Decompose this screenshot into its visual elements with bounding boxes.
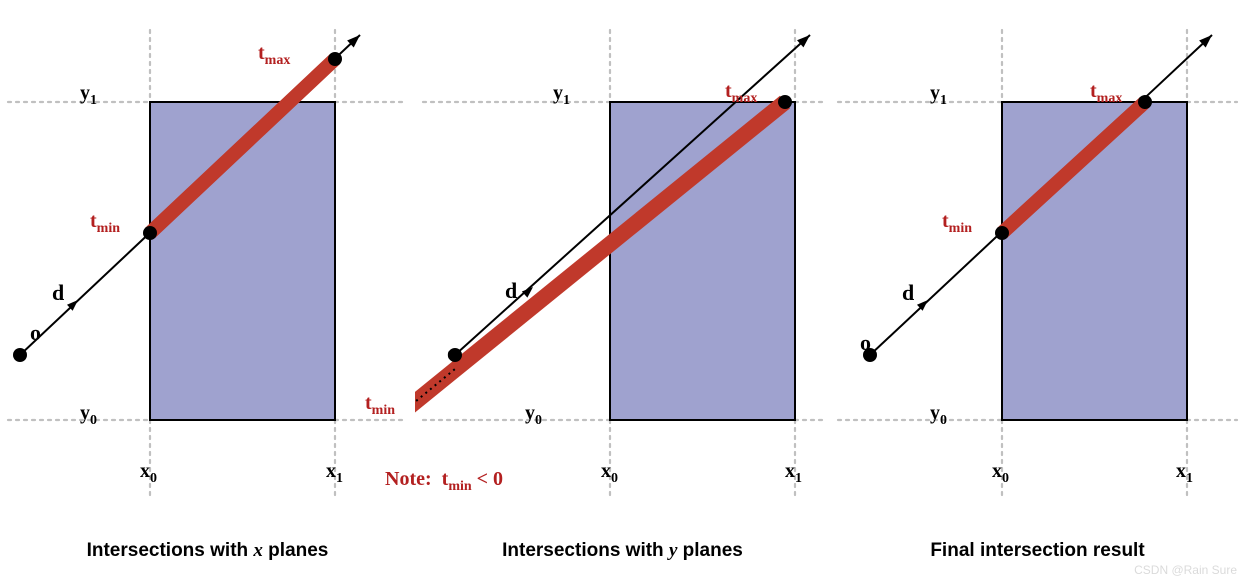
axis-label: y1: [80, 82, 97, 109]
note-text: Note: tmin < 0: [385, 468, 503, 495]
t-label: tmin: [942, 210, 972, 237]
panel-caption: Intersections with x planes: [0, 540, 415, 562]
origin-direction-label: d: [505, 278, 517, 304]
panel-final: y1 y0 x0 x1 tmin tmax o d Final intersection res…: [830, 0, 1245, 579]
origin-direction-label: o: [30, 320, 41, 346]
t-label: tmin: [365, 392, 395, 419]
watermark: CSDN @Rain Sure: [1134, 563, 1237, 577]
t-label: tmax: [1090, 80, 1122, 107]
axis-label: x1: [326, 460, 343, 487]
axis-label: x0: [601, 460, 618, 487]
panel-y-planes: y1y0x0x1tmintmaxodNote: tmin < 0Intersec…: [415, 0, 830, 579]
axis-label: x1: [1176, 460, 1193, 487]
axis-label: x0: [140, 460, 157, 487]
t-label: tmin: [90, 210, 120, 237]
axis-label: y0: [80, 402, 97, 429]
panel-caption: Intersections with y planes: [415, 540, 830, 562]
axis-label: x1: [785, 460, 802, 487]
t-label: tmax: [725, 80, 757, 107]
diagram-container: y1y0x0x1tmintmaxodIntersections with x p…: [0, 0, 1247, 579]
axis-label: x0: [992, 460, 1009, 487]
axis-label: y1: [930, 82, 947, 109]
origin-direction-label: d: [52, 280, 64, 306]
panel-caption: Final intersection result: [830, 540, 1245, 562]
panel-x-planes: y1 y0 x0 x1 tmin tmax od Intersections with x p…: [0, 0, 415, 579]
axis-label: y1: [553, 82, 570, 109]
axis-label: y0: [525, 402, 542, 429]
axis-label: y0: [930, 402, 947, 429]
origin-direction-label: d: [902, 280, 914, 306]
origin-direction-label: o: [447, 340, 458, 366]
origin-direction-label: o: [860, 330, 871, 356]
t-label: tmax: [258, 42, 290, 69]
